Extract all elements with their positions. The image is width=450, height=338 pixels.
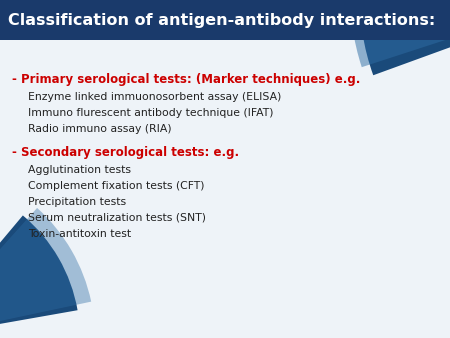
Text: Complement fixation tests (CFT): Complement fixation tests (CFT) <box>28 181 204 191</box>
Text: Serum neutralization tests (SNT): Serum neutralization tests (SNT) <box>28 213 206 223</box>
Wedge shape <box>350 0 450 67</box>
Text: Enzyme linked immuonosorbent assay (ELISA): Enzyme linked immuonosorbent assay (ELIS… <box>28 92 281 102</box>
Text: - Primary serological tests: (Marker techniques) e.g.: - Primary serological tests: (Marker tec… <box>12 73 360 86</box>
Text: Immuno flurescent antibody technique (IFAT): Immuno flurescent antibody technique (IF… <box>28 108 274 118</box>
Wedge shape <box>0 215 77 338</box>
Text: Precipitation tests: Precipitation tests <box>28 197 126 207</box>
Wedge shape <box>0 208 91 338</box>
Text: Radio immuno assay (RIA): Radio immuno assay (RIA) <box>28 124 171 134</box>
Text: Agglutination tests: Agglutination tests <box>28 165 131 175</box>
Text: Toxin-antitoxin test: Toxin-antitoxin test <box>28 229 131 239</box>
Text: Classification of antigen-antibody interactions:: Classification of antigen-antibody inter… <box>8 13 435 27</box>
Wedge shape <box>360 0 450 75</box>
FancyBboxPatch shape <box>0 0 450 40</box>
Text: - Secondary serological tests: e.g.: - Secondary serological tests: e.g. <box>12 146 239 159</box>
